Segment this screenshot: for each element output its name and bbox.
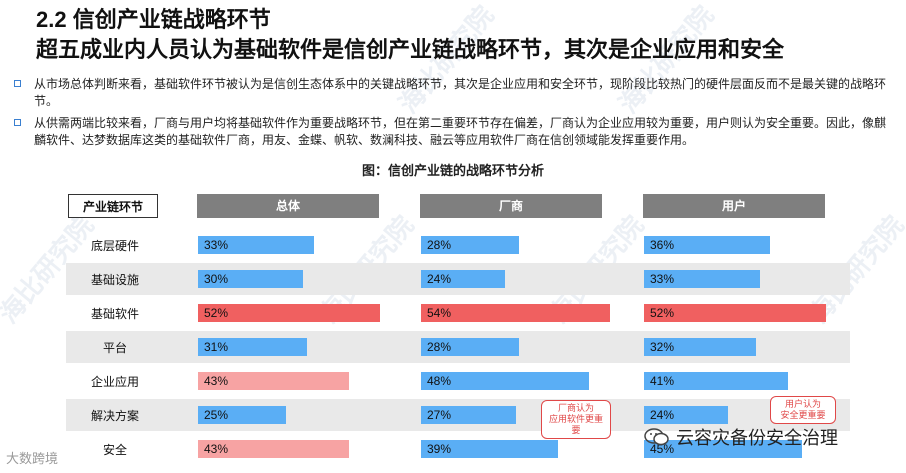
bar xyxy=(421,372,589,390)
bar xyxy=(198,304,380,322)
bar-value-label: 41% xyxy=(650,374,675,388)
bar xyxy=(421,338,519,356)
section-title: 2.2 信创产业链战略环节 xyxy=(36,7,271,32)
category-label: 基础软件 xyxy=(90,307,139,321)
series-header-vendor: 厂商 xyxy=(420,194,602,218)
bar-value-label: 28% xyxy=(427,238,452,252)
bar-value-label: 36% xyxy=(650,238,675,252)
square-bullet-icon xyxy=(14,119,21,126)
bar xyxy=(421,406,516,424)
bullet-item: 从供需两端比较来看，厂商与用户均将基础软件作为重要战略环节，但在第二重要环节存在… xyxy=(14,115,894,149)
bar xyxy=(421,304,610,322)
row-header-label: 产业链环节 xyxy=(68,194,158,218)
bar xyxy=(198,372,349,390)
bar-value-label: 52% xyxy=(650,306,675,320)
bar-value-label: 54% xyxy=(427,306,452,320)
vendor-callout: 厂商认为 应用软件更重要 xyxy=(541,400,611,439)
bar xyxy=(421,440,558,458)
bar-value-label: 33% xyxy=(650,272,675,286)
wechat-icon xyxy=(644,428,669,446)
bar-value-label: 25% xyxy=(204,408,229,422)
bar xyxy=(198,236,314,254)
bar-value-label: 45% xyxy=(650,442,675,456)
bar-value-label: 52% xyxy=(204,306,229,320)
bar-value-label: 32% xyxy=(650,340,675,354)
wechat-account-name: 云容灾备份安全治理 xyxy=(676,428,838,448)
bar-value-label: 48% xyxy=(427,374,452,388)
bar-value-label: 27% xyxy=(427,408,452,422)
bullet-text: 从供需两端比较来看，厂商与用户均将基础软件作为重要战略环节，但在第二重要环节存在… xyxy=(34,116,887,147)
bar-value-label: 39% xyxy=(427,442,452,456)
bar-value-label: 24% xyxy=(427,272,452,286)
bar-value-label: 43% xyxy=(204,442,229,456)
category-label: 解决方案 xyxy=(90,409,139,423)
category-label: 平台 xyxy=(102,341,127,355)
bar xyxy=(644,270,760,288)
bar xyxy=(644,338,756,356)
bar-value-label: 43% xyxy=(204,374,229,388)
bar xyxy=(198,338,307,356)
bar xyxy=(421,236,519,254)
bullet-text: 从市场总体判断来看，基础软件环节被认为是信创生态体系中的关键战略环节，其次是企业… xyxy=(34,77,887,108)
bar-value-label: 30% xyxy=(204,272,229,286)
bar xyxy=(644,236,770,254)
category-label: 底层硬件 xyxy=(90,239,139,253)
category-label: 安全 xyxy=(102,443,127,457)
square-bullet-icon xyxy=(14,80,21,87)
chart-title: 图：信创产业链的战略环节分析 xyxy=(361,163,544,178)
corner-logo: 大数跨境 xyxy=(6,451,59,466)
user-callout: 用户认为 安全更重要 xyxy=(770,396,836,424)
bar-value-label: 33% xyxy=(204,238,229,252)
bar xyxy=(644,440,802,458)
series-header-overall: 总体 xyxy=(197,194,379,218)
bar xyxy=(198,406,286,424)
bar-value-label: 24% xyxy=(650,408,675,422)
bar-value-label: 31% xyxy=(204,340,229,354)
bar xyxy=(644,372,788,390)
series-header-user: 用户 xyxy=(643,194,825,218)
headline: 超五成业内人员认为基础软件是信创产业链战略环节，其次是企业应用和安全 xyxy=(36,37,785,62)
bar xyxy=(644,406,728,424)
bar-value-label: 28% xyxy=(427,340,452,354)
bar xyxy=(421,270,505,288)
bar xyxy=(644,304,826,322)
bullet-item: 从市场总体判断来看，基础软件环节被认为是信创生态体系中的关键战略环节，其次是企业… xyxy=(14,76,894,110)
category-label: 基础设施 xyxy=(90,273,139,287)
bar xyxy=(198,440,349,458)
bar xyxy=(198,270,303,288)
category-label: 企业应用 xyxy=(90,375,139,389)
